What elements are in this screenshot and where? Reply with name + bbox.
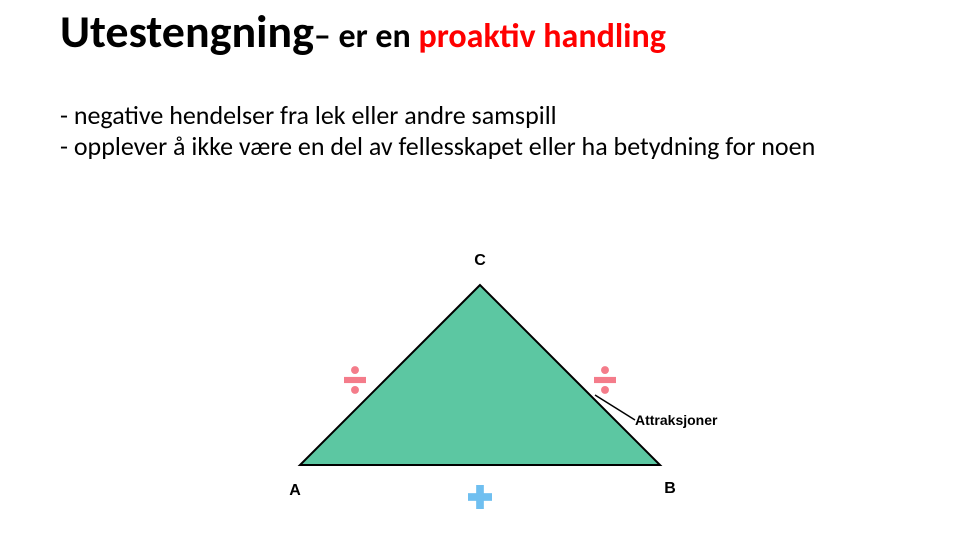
title-mid: er en — [339, 16, 419, 57]
vertex-label-b: B — [664, 480, 676, 497]
annotation-label: Attraksjoner — [635, 412, 718, 428]
vertex-label-a: A — [289, 482, 301, 499]
body-line-2: - opplever å ikke være en del av felless… — [60, 131, 900, 162]
title-sep: – — [314, 16, 339, 57]
vertex-label-c: C — [474, 252, 486, 269]
slide-title: Utestengning– er en proaktiv handling — [60, 8, 666, 56]
plus-icon-bottom — [468, 485, 492, 509]
divide-icon-right — [594, 366, 616, 394]
triangle-diagram: Attraksjoner C A B — [240, 225, 720, 525]
title-highlight: proaktiv handling — [418, 16, 665, 57]
body-line-1: - negative hendelser fra lek eller andre… — [60, 100, 900, 131]
body-text: - negative hendelser fra lek eller andre… — [60, 100, 900, 162]
triangle-shape — [300, 285, 660, 465]
title-word-main: Utestengning — [60, 4, 314, 60]
slide: Utestengning– er en proaktiv handling - … — [0, 0, 960, 540]
divide-icon-left — [344, 366, 366, 394]
